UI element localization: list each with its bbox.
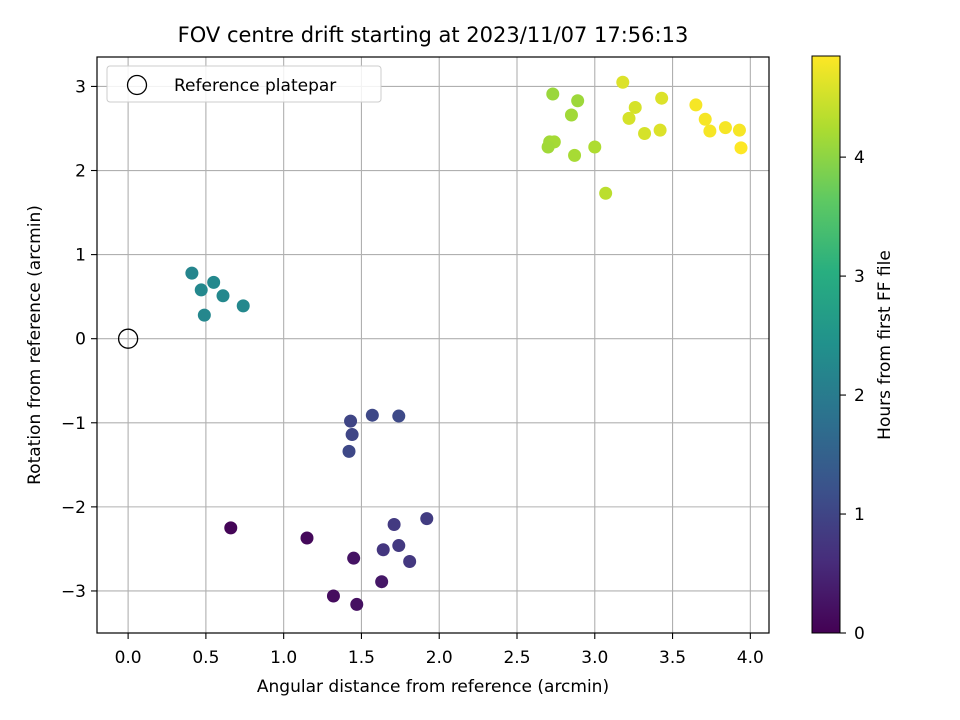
data-point bbox=[236, 299, 250, 313]
data-point bbox=[392, 539, 406, 553]
colorbar-tick-label: 4 bbox=[854, 148, 865, 168]
x-tick-label: 4.0 bbox=[737, 648, 764, 668]
x-tick-label: 2.5 bbox=[503, 648, 530, 668]
data-point bbox=[571, 94, 585, 108]
data-point bbox=[197, 308, 211, 322]
colorbar-tick-label: 3 bbox=[854, 267, 865, 287]
data-point bbox=[698, 112, 712, 126]
data-point bbox=[568, 148, 582, 162]
data-point bbox=[224, 521, 238, 535]
reference-platepar-point bbox=[117, 328, 139, 349]
data-point bbox=[638, 127, 652, 141]
data-point bbox=[703, 124, 717, 138]
legend-entry-reference: Reference platepar bbox=[174, 76, 336, 96]
data-point bbox=[375, 575, 389, 589]
data-point bbox=[628, 100, 642, 114]
data-point bbox=[622, 111, 636, 125]
data-point bbox=[732, 123, 746, 137]
x-tick-label: 1.5 bbox=[348, 648, 375, 668]
data-point bbox=[420, 512, 434, 526]
colorbar-tick-label: 1 bbox=[854, 505, 865, 525]
legend-marker-reference bbox=[126, 74, 148, 96]
data-point bbox=[403, 555, 417, 569]
data-point bbox=[345, 428, 359, 442]
x-tick-label: 3.5 bbox=[659, 648, 686, 668]
data-point bbox=[392, 409, 406, 423]
scatter-points bbox=[185, 75, 748, 611]
x-axis-label: Angular distance from reference (arcmin) bbox=[257, 677, 609, 697]
legend-box bbox=[106, 65, 382, 103]
y-axis-label: Rotation from reference (arcmin) bbox=[25, 205, 45, 485]
y-axis-ticks: −3 −2 −1 0 1 2 3 bbox=[61, 77, 97, 602]
data-point bbox=[616, 75, 630, 89]
y-tick-label: −1 bbox=[61, 414, 86, 434]
data-point bbox=[655, 91, 669, 105]
colorbar-gradient bbox=[811, 55, 841, 634]
data-point bbox=[734, 141, 748, 155]
plot-frame bbox=[96, 56, 770, 634]
chart-title: FOV centre drift starting at 2023/11/07 … bbox=[178, 23, 689, 47]
x-tick-label: 3.0 bbox=[581, 648, 608, 668]
y-tick-label: −3 bbox=[61, 582, 86, 602]
colorbar-label: Hours from first FF file bbox=[875, 250, 895, 440]
colorbar-ticks: 0 1 2 3 4 bbox=[840, 148, 865, 644]
data-point bbox=[194, 283, 208, 297]
data-point bbox=[546, 87, 560, 101]
data-point bbox=[185, 266, 199, 280]
data-point bbox=[344, 414, 358, 428]
colorbar-tick-label: 2 bbox=[854, 386, 865, 406]
data-point bbox=[564, 108, 578, 122]
data-point bbox=[347, 551, 361, 565]
legend: Reference platepar bbox=[106, 65, 382, 103]
data-point bbox=[365, 408, 379, 422]
data-point bbox=[718, 121, 732, 135]
x-tick-label: 2.0 bbox=[426, 648, 453, 668]
data-point bbox=[599, 186, 613, 200]
colorbar-tick-label: 0 bbox=[854, 624, 865, 644]
data-point bbox=[207, 275, 221, 289]
data-point bbox=[588, 140, 602, 154]
data-point bbox=[387, 518, 401, 532]
data-point bbox=[376, 543, 390, 557]
data-point bbox=[300, 531, 314, 545]
x-tick-label: 0.5 bbox=[192, 648, 219, 668]
x-tick-label: 0.0 bbox=[115, 648, 142, 668]
data-point bbox=[350, 597, 364, 611]
reference-marker bbox=[117, 328, 139, 349]
data-point bbox=[216, 289, 230, 303]
grid bbox=[97, 57, 769, 633]
y-tick-label: −2 bbox=[61, 498, 86, 518]
data-point bbox=[689, 98, 703, 112]
y-tick-label: 2 bbox=[75, 162, 86, 182]
x-tick-label: 1.0 bbox=[270, 648, 297, 668]
data-point bbox=[326, 589, 340, 603]
data-point bbox=[653, 123, 667, 137]
y-tick-label: 1 bbox=[75, 246, 86, 266]
y-tick-label: 0 bbox=[75, 330, 86, 350]
colorbar: 0 1 2 3 4 Hours from first FF file bbox=[811, 55, 895, 644]
y-tick-label: 3 bbox=[75, 77, 86, 97]
data-point bbox=[541, 140, 555, 154]
data-point bbox=[342, 444, 356, 458]
x-axis-ticks: 0.0 0.5 1.0 1.5 2.0 2.5 3.0 3.5 4.0 bbox=[115, 633, 764, 668]
